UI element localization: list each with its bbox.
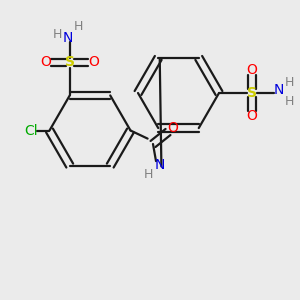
Text: O: O	[88, 56, 99, 69]
Text: Cl: Cl	[24, 124, 38, 137]
Text: N: N	[62, 31, 73, 45]
Text: H: H	[74, 20, 83, 33]
Text: H: H	[52, 28, 62, 41]
Text: H: H	[284, 76, 294, 89]
Text: O: O	[247, 110, 257, 123]
Text: O: O	[247, 63, 257, 76]
Text: N: N	[273, 83, 284, 97]
Text: S: S	[247, 86, 257, 100]
Text: H: H	[144, 168, 153, 182]
Text: O: O	[40, 56, 52, 69]
Text: N: N	[155, 158, 165, 172]
Text: H: H	[284, 95, 294, 108]
Text: S: S	[65, 56, 75, 69]
Text: O: O	[167, 121, 178, 135]
